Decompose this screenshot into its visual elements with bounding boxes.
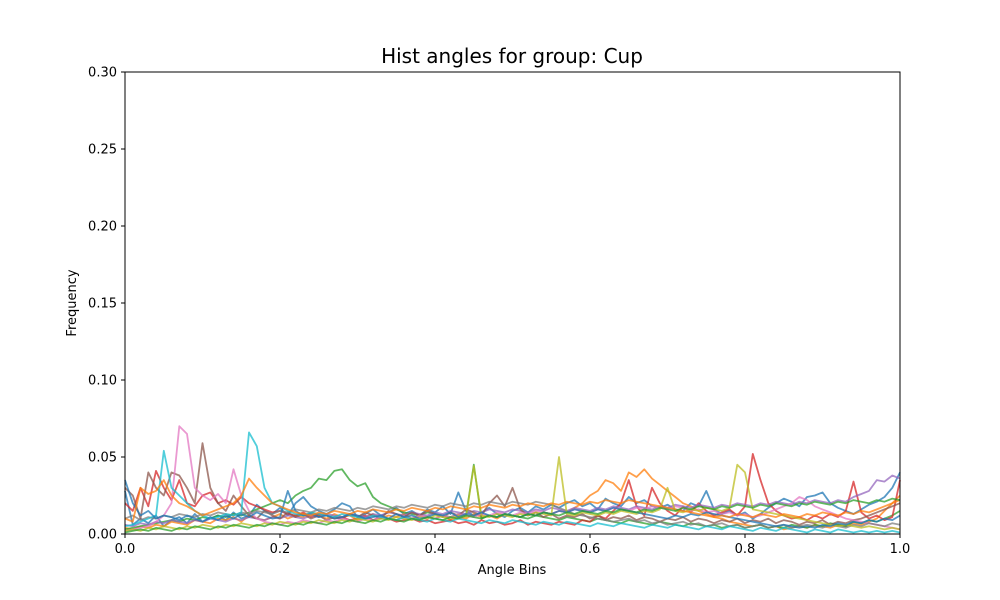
x-axis-label: Angle Bins — [478, 563, 547, 578]
series-line-6 — [124, 442, 901, 526]
y-axis-label: Frequency — [65, 269, 80, 336]
series-layer — [124, 425, 901, 534]
x-tick-label: 0.6 — [580, 542, 601, 557]
y-tick-label: 0.10 — [88, 374, 117, 389]
x-tick-label: 0.2 — [270, 542, 291, 557]
y-tick-label: 0.15 — [88, 297, 117, 312]
series-line-10 — [124, 431, 901, 534]
axes-layer: 0.0 0.2 0.4 0.6 0.8 1.0 0.00 0.05 0.10 0.15 0.20 0.… — [88, 66, 910, 558]
x-tick-label: 0.8 — [735, 542, 756, 557]
series-line-12 — [124, 477, 901, 523]
plot-frame — [124, 71, 901, 535]
x-tick-label: 0.0 — [115, 542, 136, 557]
series-line-8 — [124, 500, 901, 529]
x-tick-label: 1.0 — [890, 542, 911, 557]
y-tick-label: 0.00 — [88, 528, 117, 543]
series-line-13 — [124, 497, 901, 534]
y-tick-label: 0.20 — [88, 220, 117, 235]
x-tick-label: 0.4 — [425, 542, 446, 557]
y-tick-label: 0.25 — [88, 143, 117, 158]
y-tick-label: 0.30 — [88, 66, 117, 81]
chart-title: Hist angles for group: Cup — [381, 44, 643, 68]
y-tick-label: 0.05 — [88, 451, 117, 466]
